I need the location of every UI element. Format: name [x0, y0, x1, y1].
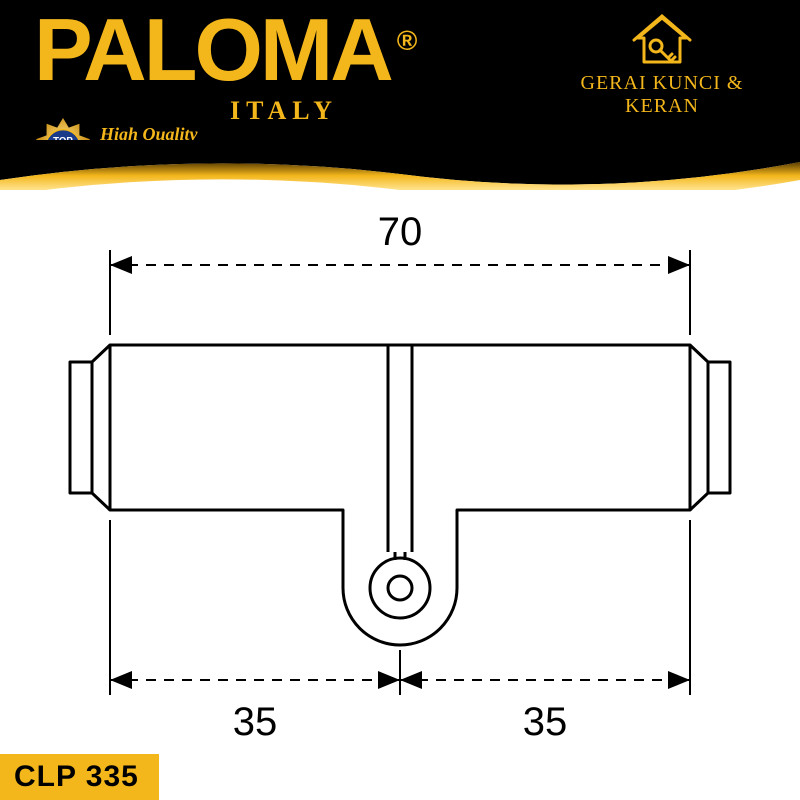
brand-logo: PALOMA®: [34, 6, 414, 94]
header-banner: PALOMA® ITALY TOP BRAND High Quality Loc…: [0, 0, 800, 190]
store-logo: GERAI KUNCI & KERAN: [542, 12, 782, 118]
house-key-icon: [630, 12, 694, 68]
dim-left: 35: [233, 700, 278, 744]
cylinder-lock-drawing: 70: [0, 190, 800, 750]
dim-total: 70: [378, 210, 423, 254]
dim-right: 35: [523, 700, 568, 744]
technical-diagram: 70: [0, 190, 800, 750]
model-code: CLP 335: [14, 760, 139, 793]
cylinder-body: [70, 345, 730, 645]
model-code-tag: CLP 335: [0, 754, 159, 800]
registered-mark: ®: [397, 25, 415, 56]
brand-name: PALOMA: [34, 0, 391, 99]
brand-subtitle: ITALY: [230, 96, 338, 126]
store-name: GERAI KUNCI & KERAN: [542, 72, 782, 118]
